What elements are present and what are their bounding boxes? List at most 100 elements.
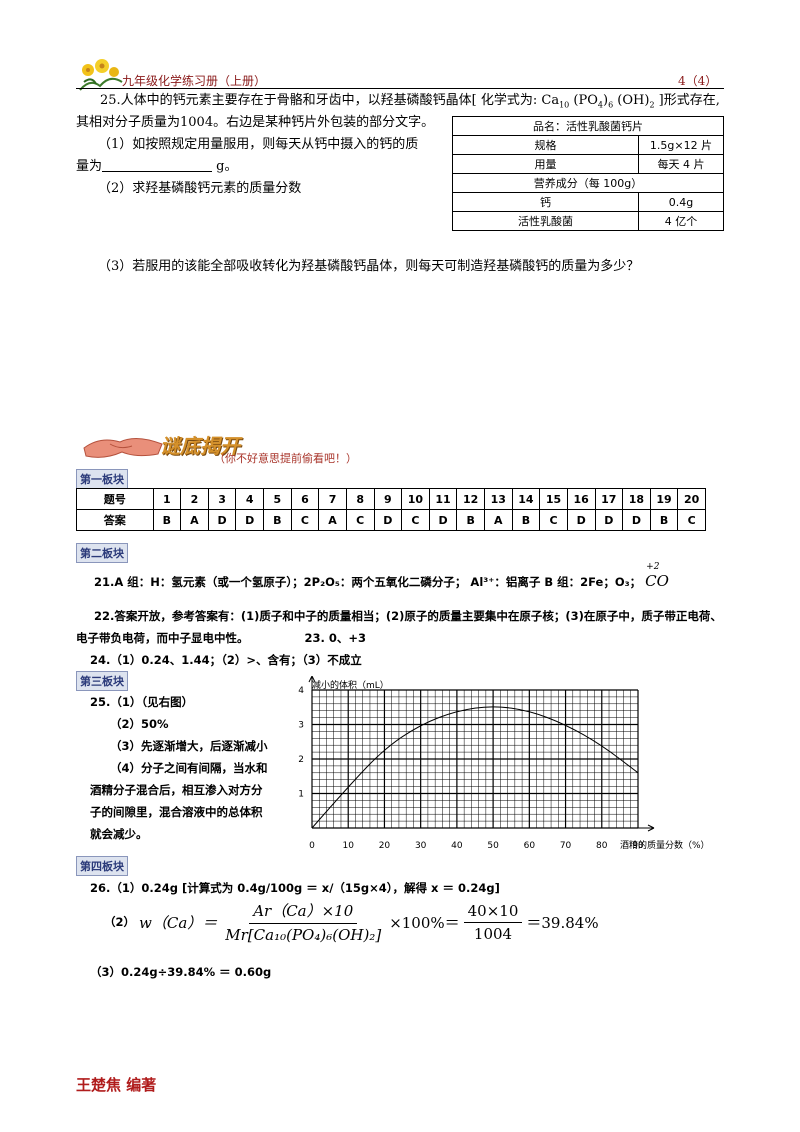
answer-25-line7: 就会减少。 xyxy=(90,827,148,841)
answer-table-number-cell: 2 xyxy=(180,488,209,510)
q25-line1: 25.人体中的钙元素主要存在于骨骼和牙齿中，以羟基磷酸钙晶体[ 化学式为: Ca… xyxy=(100,93,720,110)
answer-table-answer-cell: D xyxy=(428,509,458,531)
answer-table-answer-cell: B xyxy=(263,509,292,531)
q25-part3: （3）若服用的该能全部吸收转化为羟基磷酸钙晶体，则每天可制造羟基磷酸钙的质量为多… xyxy=(98,259,640,274)
answer-table-answer-cell: D xyxy=(566,509,596,531)
chart-series-line xyxy=(311,706,639,829)
answer-table-number-cell: 15 xyxy=(539,488,568,510)
answer-25-line6: 子的间隙里，混合溶液中的总体积 xyxy=(90,805,263,819)
formula-fraction-2: 40×10 1004 xyxy=(463,902,523,943)
formula-fraction-1: Ar（Ca）×10 Mr[Ca₁₀(PO₄)₆(OH)₂] xyxy=(221,900,385,944)
fraction-1-numerator: Ar（Ca）×10 xyxy=(249,900,358,924)
answer-table-number-cell: 13 xyxy=(484,488,513,510)
q25-part1-b: 量为 g。 xyxy=(76,158,238,174)
answer-table-number-cell: 5 xyxy=(263,488,292,510)
answer-table-number-cell: 18 xyxy=(622,488,651,510)
answer-table-answer-cell: D xyxy=(622,509,651,531)
answer-table-number-cell: 8 xyxy=(345,488,375,510)
flower-logo-icon xyxy=(79,59,123,91)
answer-table-number-cell: 19 xyxy=(649,488,679,510)
chart-y-tick-label: 4 xyxy=(298,686,304,696)
answer-table-answer-cell: A xyxy=(318,509,347,531)
answer-25-line3: （3）先逐渐增大，后逐渐减小 xyxy=(110,739,268,753)
answer-table-number-cell: 17 xyxy=(594,488,624,510)
fraction-1-denominator: Mr[Ca₁₀(PO₄)₆(OH)₂] xyxy=(225,926,382,944)
chart-x-tick-label: 40 xyxy=(451,841,463,851)
answer-table-number-cell: 4 xyxy=(235,488,264,510)
header-divider xyxy=(76,88,724,89)
answer-table-number-cell: 6 xyxy=(290,488,320,510)
answer-table-answer-cell: A xyxy=(484,509,513,531)
answer-blank[interactable] xyxy=(102,158,213,172)
answer-table-answer-cell: D xyxy=(594,509,624,531)
answer-25-line4: （4）分子之间有间隔，当水和 xyxy=(110,761,268,775)
q25-part1-a: （1）如按照规定用量服用，则每天从钙中摄入的钙的质 xyxy=(98,137,419,152)
formula-mid: ×100%＝ xyxy=(389,913,460,932)
footer-author: 王楚焦 编著 xyxy=(76,1076,157,1094)
q25-part2: （2）求羟基磷酸钙元素的质量分数 xyxy=(98,181,302,196)
chart-y-tick-label: 1 xyxy=(298,790,304,800)
q25-line2: 其相对分子质量为1004。右边是某种钙片外包装的部分文字。 xyxy=(76,115,435,130)
handshake-icon xyxy=(83,438,163,458)
answer-25-line1: 25.（1）（见右图） xyxy=(90,695,194,709)
answer-table-answer-cell: D xyxy=(235,509,264,531)
formula-result: ＝39.84% xyxy=(526,913,599,932)
chart-x-tick-label: 30 xyxy=(415,841,427,851)
chart-x-tick-label: 70 xyxy=(560,841,572,851)
answers-banner-title: 谜底揭开 xyxy=(160,434,240,458)
label-lactobacillus-key: 活性乳酸菌 xyxy=(452,211,639,231)
answer-table: 题号 1 2 3 4 5 6 7 8 9 10 11 12 13 14 15 16 17 18 19 20 答案 B A D D… xyxy=(76,488,706,531)
label-nutrition-header: 营养成分（每 100g） xyxy=(452,173,724,193)
answer-table-number-cell: 1 xyxy=(152,488,182,510)
chart-x-tick-label: 90 xyxy=(632,841,644,851)
chart-x-tick-label: 0 xyxy=(309,841,315,851)
label-lactobacillus-value: 4 亿个 xyxy=(638,211,724,231)
co-charge: +2 xyxy=(646,562,660,572)
section-3-label: 第三板块 xyxy=(76,671,128,691)
section-1-label: 第一板块 xyxy=(76,469,128,489)
answer-table-answer-cell: C xyxy=(677,509,706,531)
answer-25-line2: （2）50% xyxy=(110,717,169,731)
answer-table-answer-cell: A xyxy=(180,509,209,531)
answer-table-answer-cell: C xyxy=(401,509,430,531)
volume-reduction-chart: 0 10 20 30 40 50 60 70 80 90 1 2 3 4 减小的体积（mL） 酒精的质量分… xyxy=(298,676,710,851)
chart-x-tick-label: 60 xyxy=(524,841,536,851)
answer-table-answer-cell: B xyxy=(152,509,182,531)
answer-table-number-cell: 20 xyxy=(677,488,706,510)
chart-x-tick-label: 20 xyxy=(379,841,391,851)
chart-y-tick-label: 3 xyxy=(298,721,304,731)
answer-table-answer-cell: C xyxy=(345,509,375,531)
answer-table-number-cell: 14 xyxy=(511,488,541,510)
answer-table-answer-cell: D xyxy=(207,509,237,531)
label-product-name: 品名：活性乳酸菌钙片 xyxy=(452,116,724,136)
answer-23: 23. 0、+3 xyxy=(304,631,367,645)
answer-table-answer-cell: C xyxy=(539,509,568,531)
answer-table-answer-cell: B xyxy=(456,509,485,531)
answer-table-number-cell: 11 xyxy=(428,488,458,510)
answer-21: 21.A 组：H：氢元素（或一个氢原子）；2P₂O₅：两个五氧化二磷分子； Al… xyxy=(94,562,669,590)
chart-x-tick-label: 80 xyxy=(596,841,608,851)
answer-22-line2: 电子带负电荷，而中子显电中性。 23. 0、+3 xyxy=(76,631,367,645)
fraction-2-denominator: 1004 xyxy=(473,924,513,943)
answer-table-answer-cell: D xyxy=(373,509,403,531)
chart-grid xyxy=(311,689,639,829)
answers-banner-note: （你不好意思提前偷看吧！） xyxy=(214,452,357,465)
answer-table-header-number: 题号 xyxy=(76,488,154,510)
label-spec-value: 1.5g×12 片 xyxy=(638,135,724,155)
chart-ticks: 0 10 20 30 40 50 60 70 80 90 1 2 3 4 xyxy=(298,686,644,851)
answer-table-answer-cell: B xyxy=(511,509,541,531)
chart-y-tick-label: 2 xyxy=(298,755,304,765)
chart-axes xyxy=(308,676,655,832)
fraction-2-numerator: 40×10 xyxy=(463,902,523,923)
header-page-number: 4（4） xyxy=(678,74,718,88)
answer-26-line3: （3）0.24g÷39.84% ＝ 0.60g xyxy=(90,965,272,979)
chart-y-axis-label: 减小的体积（mL） xyxy=(312,679,389,691)
answer-table-number-cell: 16 xyxy=(566,488,596,510)
formula-prefix: （2） xyxy=(104,915,136,929)
answer-26-formula: （2） w（Ca）＝ Ar（Ca）×10 Mr[Ca₁₀(PO₄)₆(OH)₂]… xyxy=(104,900,599,945)
label-calcium-value: 0.4g xyxy=(638,192,724,212)
section-2-label: 第二板块 xyxy=(76,543,128,563)
answer-26-line1: 26.（1）0.24g [计算式为 0.4g/100g ＝ x/（15g×4），… xyxy=(90,881,500,895)
answer-table-number-cell: 12 xyxy=(456,488,485,510)
label-dose-value: 每天 4 片 xyxy=(638,154,724,174)
